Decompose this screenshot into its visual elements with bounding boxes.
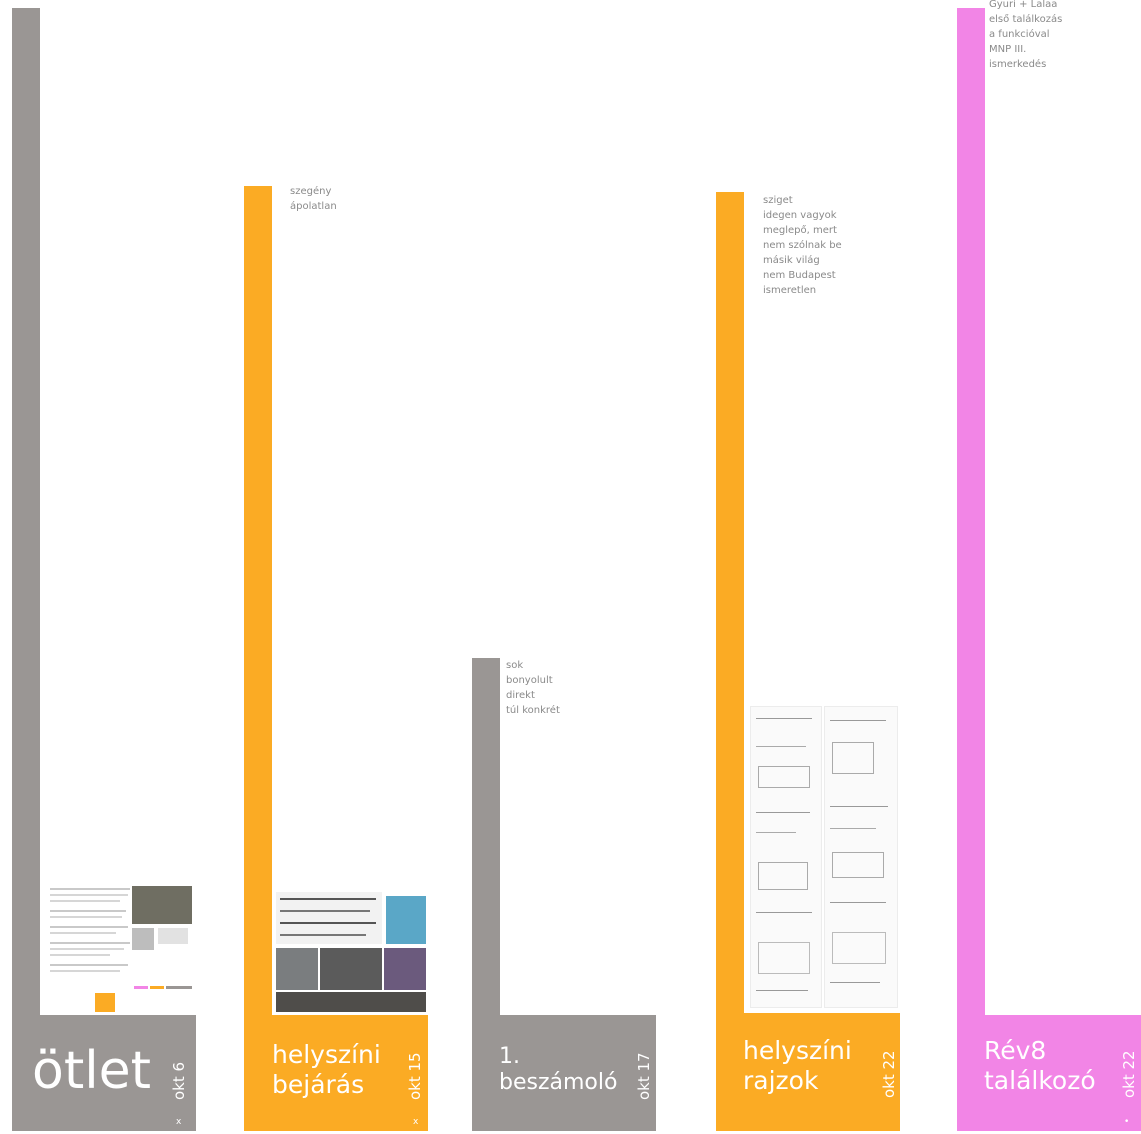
dot-icon[interactable]: • — [1124, 1117, 1130, 1127]
close-icon[interactable]: x — [413, 1117, 419, 1127]
notes-list: Gyuri + Lalaa első találkozás a funkcióv… — [989, 0, 1063, 70]
stage-title: 1. beszámoló — [499, 1044, 618, 1095]
stage-date: okt 17 — [635, 1052, 653, 1100]
stage-date: okt 22 — [880, 1050, 898, 1098]
photo-collage[interactable] — [274, 888, 426, 1012]
timeline-bar — [472, 658, 500, 1022]
stage-label-block[interactable] — [244, 1015, 428, 1131]
timeline-bar — [244, 186, 272, 1022]
stage-label-block[interactable] — [12, 1015, 196, 1131]
stage-label-block[interactable] — [472, 1015, 656, 1131]
stage-label-block[interactable] — [716, 1013, 900, 1131]
document-thumbnail[interactable] — [46, 882, 196, 1012]
notes-list: sziget idegen vagyok meglepő, mert nem s… — [763, 195, 842, 296]
timeline-bar — [716, 192, 744, 1022]
notes-list: szegény ápolatlan — [290, 186, 337, 212]
stage-date: okt 6 — [170, 1061, 188, 1100]
stage-date: okt 22 — [1120, 1050, 1138, 1098]
stage-title: ötlet — [32, 1041, 152, 1101]
timeline-bar — [957, 8, 985, 1022]
stage-title: Rév8 találkozó — [984, 1036, 1096, 1095]
sketches-thumbnail[interactable] — [748, 702, 900, 1010]
stage-title: helyszíni rajzok — [743, 1036, 852, 1095]
notes-list: sok bonyolult direkt túl konkrét — [506, 660, 560, 716]
stage-date: okt 15 — [406, 1052, 424, 1100]
close-icon[interactable]: x — [176, 1117, 182, 1127]
timeline-bar — [12, 8, 40, 1022]
stage-label-block[interactable] — [957, 1015, 1141, 1131]
stage-title: helyszíni bejárás — [272, 1040, 381, 1099]
